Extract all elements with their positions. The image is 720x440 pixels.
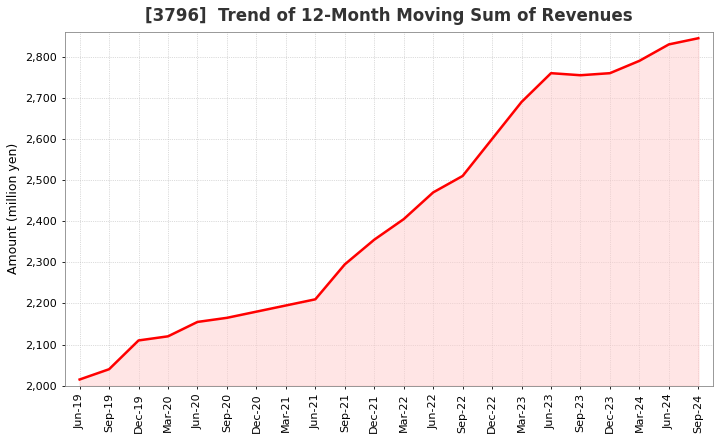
Title: [3796]  Trend of 12-Month Moving Sum of Revenues: [3796] Trend of 12-Month Moving Sum of R…	[145, 7, 633, 25]
Y-axis label: Amount (million yen): Amount (million yen)	[7, 143, 20, 275]
